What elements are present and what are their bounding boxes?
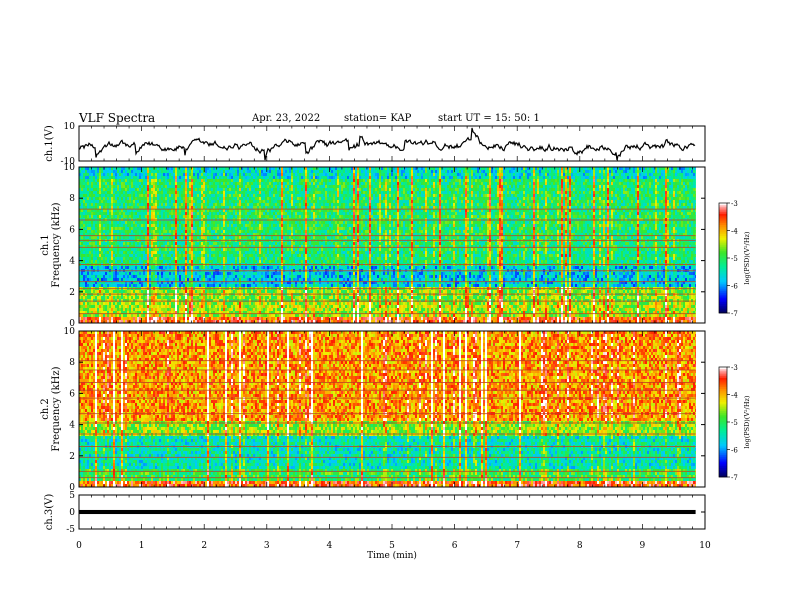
- ch1-spectrogram-ylabel-channel: ch.1: [40, 234, 51, 256]
- xaxis-label: Time (min): [367, 550, 417, 561]
- xtick-label-5: 5: [389, 541, 395, 551]
- ch1-spectrogram-ytick-label-1: 2: [69, 288, 75, 298]
- start-time-label: start UT = 15: 50: 1: [438, 113, 540, 124]
- ch2-spectrogram-ytick-label-5: 10: [64, 327, 76, 337]
- ch1-waveform-trace: [78, 127, 696, 161]
- station-label: station= KAP: [344, 113, 411, 124]
- ch2-spectrogram-ytick-label-4: 8: [69, 358, 75, 368]
- ch1-spectrogram-ytick-label-3: 6: [69, 225, 75, 235]
- ch3-waveform-ytick-label-0: 5: [69, 491, 75, 501]
- ch1-spectrogram-colorbar-tick-3: -6: [731, 283, 738, 291]
- date-label: Apr. 23, 2022: [252, 113, 320, 124]
- spectrogram-ch2: [79, 331, 696, 488]
- xtick-label-2: 2: [201, 541, 207, 551]
- ch1-waveform-ytick-label-1: -10: [61, 157, 76, 167]
- ch1-spectrogram-colorbar-tick-0: -3: [731, 200, 738, 208]
- ch1-waveform-ylabel: ch.1(V): [44, 125, 55, 162]
- xtick-label-0: 0: [76, 541, 82, 551]
- ch1-spectrogram-ytick-label-5: 10: [64, 163, 76, 173]
- ch2-spectrogram-colorbar-tick-1: -4: [731, 392, 738, 400]
- figure-title: VLF Spectra: [79, 111, 155, 125]
- ch1-spectrogram-colorbar-tick-2: -5: [731, 255, 738, 263]
- ch2-spectrogram-ytick-label-1: 2: [69, 452, 75, 462]
- ch2-spectrogram-colorbar-tick-2: -5: [731, 419, 738, 427]
- ch1-spectrogram-colorbar-label: log(PSD)(V²/Hz): [743, 231, 751, 284]
- xtick-label-10: 10: [699, 541, 711, 551]
- ch1-spectrogram-ylabel: Frequency (kHz): [51, 202, 62, 287]
- xtick-label-7: 7: [514, 541, 520, 551]
- ch1-waveform-frame: [78, 125, 706, 162]
- ch2-spectrogram-ytick-label-0: 0: [69, 483, 75, 493]
- ch1-spectrogram-colorbar-tick-1: -4: [731, 228, 738, 236]
- ch2-spectrogram-ytick-label-3: 6: [69, 389, 75, 399]
- ch2-spectrogram-ylabel: Frequency (kHz): [51, 366, 62, 451]
- ch2-spectrogram-colorbar-tick-0: -3: [731, 364, 738, 372]
- ch1-spectrogram-ytick-label-0: 0: [69, 319, 75, 329]
- ch2-spectrogram-ytick-label-2: 4: [69, 421, 75, 431]
- ch2-spectrogram-colorbar-label: log(PSD)(V²/Hz): [743, 395, 751, 448]
- ch2-spectrogram-ylabel-channel: ch.2: [40, 398, 51, 420]
- ch2-spectrogram-colorbar-tick-3: -6: [731, 447, 738, 455]
- ch3-waveform-ytick-label-1: 0: [69, 508, 75, 518]
- xtick-label-4: 4: [327, 541, 333, 551]
- xtick-label-1: 1: [139, 541, 145, 551]
- ch1-waveform-ytick-label-0: 10: [64, 122, 76, 132]
- spectrogram-ch1: [79, 167, 696, 324]
- ch3-waveform-trace: [79, 509, 696, 515]
- xtick-label-6: 6: [452, 541, 458, 551]
- ch1-spectrogram-colorbar-tick-4: -7: [731, 310, 738, 318]
- ch3-waveform-ylabel: ch.3(V): [44, 494, 55, 531]
- ch3-waveform-ytick-label-2: -5: [66, 525, 75, 535]
- xtick-label-9: 9: [640, 541, 646, 551]
- ch2-spectrogram-colorbar-tick-4: -7: [731, 474, 738, 482]
- ch1-spectrogram-colorbar: -3 -4 -5 -6 -7 log(PSD)(V²/Hz): [718, 200, 751, 318]
- xtick-label-8: 8: [577, 541, 583, 551]
- xtick-label-3: 3: [264, 541, 270, 551]
- ch2-spectrogram-colorbar: -3 -4 -5 -6 -7 log(PSD)(V²/Hz): [718, 364, 751, 482]
- ch1-spectrogram-ytick-label-2: 4: [69, 257, 75, 267]
- ch1-spectrogram-ytick-label-4: 8: [69, 194, 75, 204]
